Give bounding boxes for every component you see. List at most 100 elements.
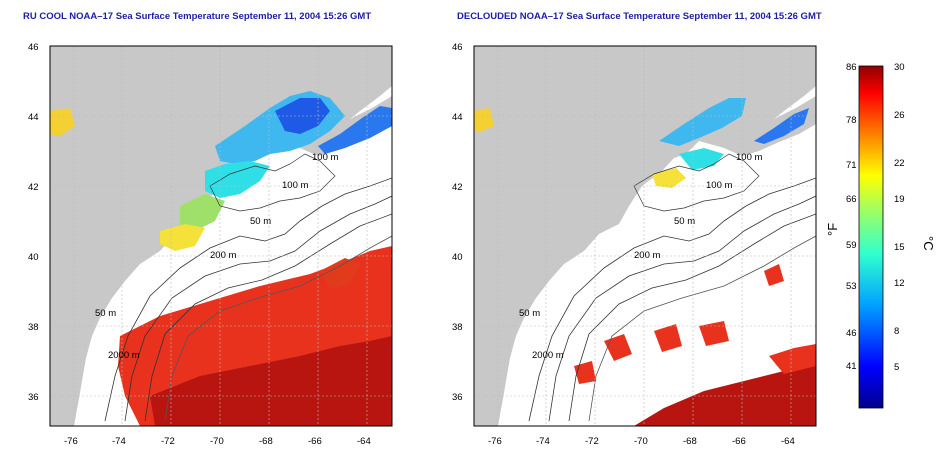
contour-label-100m-a: 100 m [312, 152, 338, 163]
y-axis: 46 44 42 40 38 36 [28, 42, 39, 403]
gulf-maine-contour [209, 153, 336, 212]
c-tick: 26 [894, 110, 905, 121]
contour-label-200m: 200 m [634, 250, 660, 261]
temperature-colorbar: 86 78 71 66 59 53 46 41 30 26 22 19 15 1… [825, 62, 936, 409]
x-tick: -68 [259, 436, 273, 447]
y-tick: 38 [452, 322, 463, 333]
isobath-100m [124, 195, 392, 422]
right-panel-title: DECLOUDED NOAA–17 Sea Surface Temperatur… [457, 11, 822, 22]
y-tick: 42 [28, 182, 39, 193]
left-panel-title: RU COOL NOAA–17 Sea Surface Temperature … [23, 11, 372, 22]
x-tick: -72 [585, 436, 599, 447]
c-tick: 15 [894, 242, 905, 253]
y-tick: 36 [28, 392, 39, 403]
f-tick: 66 [846, 194, 857, 205]
x-tick: -70 [210, 436, 224, 447]
contour-label-50m-a: 50 m [250, 216, 271, 227]
contour-label-50m-b: 50 m [519, 308, 540, 319]
x-axis: -76 -74 -72 -70 -68 -66 -64 [64, 436, 371, 447]
f-tick: 71 [846, 160, 857, 171]
contour-label-2000m: 2000 m [108, 350, 140, 361]
left-sst-map: 100 m 100 m 50 m 200 m 50 m 2000 m 46 44… [28, 42, 393, 447]
gulf-maine-contour [633, 153, 760, 212]
sst-green-yellow [180, 194, 225, 231]
c-tick: 19 [894, 194, 905, 205]
grid-lines [474, 46, 816, 426]
contour-label-100m-b: 100 m [282, 180, 308, 191]
x-tick: -64 [781, 436, 795, 447]
f-tick: 41 [846, 361, 857, 372]
sst-warm-patch [574, 361, 596, 384]
land-nova-scotia [300, 96, 392, 156]
sst-warm-patch [699, 321, 729, 346]
x-tick: -66 [732, 436, 746, 447]
x-tick: -72 [161, 436, 175, 447]
c-tick: 8 [894, 326, 899, 337]
f-tick: 46 [846, 328, 857, 339]
contour-label-50m-a: 50 m [674, 216, 695, 227]
right-sst-map: 100 m 100 m 50 m 200 m 50 m 2000 m 46 44… [452, 42, 817, 447]
celsius-ticks: 30 26 22 19 15 12 8 5 [894, 62, 905, 373]
sst-gulf-of-maine-cold [659, 98, 746, 146]
isobath-200m [568, 213, 816, 422]
y-tick: 44 [452, 112, 463, 123]
fahrenheit-label: °F [825, 223, 840, 236]
y-tick: 46 [28, 42, 39, 53]
y-tick: 36 [452, 392, 463, 403]
land-nova-scotia [724, 96, 816, 156]
c-tick: 22 [894, 158, 905, 169]
sst-deep-warm [634, 361, 816, 426]
f-tick: 53 [846, 281, 857, 292]
fahrenheit-ticks: 86 78 71 66 59 53 46 41 [846, 62, 857, 372]
sst-warm-edge [769, 344, 816, 374]
x-tick: -76 [488, 436, 502, 447]
sst-west-yellow [474, 108, 494, 132]
x-tick: -76 [64, 436, 78, 447]
y-tick: 38 [28, 322, 39, 333]
map-frame [473, 45, 817, 427]
x-tick: -66 [308, 436, 322, 447]
c-tick: 30 [894, 62, 905, 73]
x-axis: -76 -74 -72 -70 -68 -66 -64 [488, 436, 795, 447]
y-axis: 46 44 42 40 38 36 [452, 42, 463, 403]
sst-west-yellow [50, 108, 75, 136]
sst-cyan-band [205, 161, 270, 198]
f-tick: 59 [846, 240, 857, 251]
sst-fundy-blue [754, 108, 809, 144]
f-tick: 78 [846, 115, 857, 126]
contour-label-200m: 200 m [210, 250, 236, 261]
isobath-2000m [588, 235, 816, 422]
y-tick: 46 [452, 42, 463, 53]
isobath-2000m [164, 235, 392, 422]
x-tick: -68 [683, 436, 697, 447]
grid-lines [50, 46, 392, 426]
x-tick: -74 [536, 436, 550, 447]
sst-warm-patch [654, 324, 682, 352]
c-tick: 12 [894, 278, 905, 289]
contour-label-50m-b: 50 m [95, 308, 116, 319]
isobath-100m [548, 195, 816, 422]
y-tick: 42 [452, 182, 463, 193]
x-tick: -74 [112, 436, 126, 447]
contour-label-100m-a: 100 m [736, 152, 762, 163]
sst-warm-patch-north [320, 258, 360, 288]
celsius-label: °C [921, 236, 936, 251]
f-tick: 86 [846, 62, 857, 73]
sst-warm-patch [604, 334, 632, 361]
map-frame [49, 45, 393, 427]
y-tick: 40 [28, 252, 39, 263]
x-tick: -70 [634, 436, 648, 447]
contour-label-2000m: 2000 m [532, 350, 564, 361]
contour-label-100m-b: 100 m [706, 180, 732, 191]
colorbar-gradient [858, 65, 884, 409]
sst-warm-patch [764, 264, 784, 286]
isobath-50m [528, 177, 816, 422]
isobath-200m [144, 213, 392, 422]
sst-deep-warm [150, 336, 392, 426]
land-mass [474, 46, 816, 426]
c-tick: 5 [894, 362, 899, 373]
y-tick: 40 [452, 252, 463, 263]
sst-fundy-blue [318, 106, 392, 154]
y-tick: 44 [28, 112, 39, 123]
x-tick: -64 [357, 436, 371, 447]
